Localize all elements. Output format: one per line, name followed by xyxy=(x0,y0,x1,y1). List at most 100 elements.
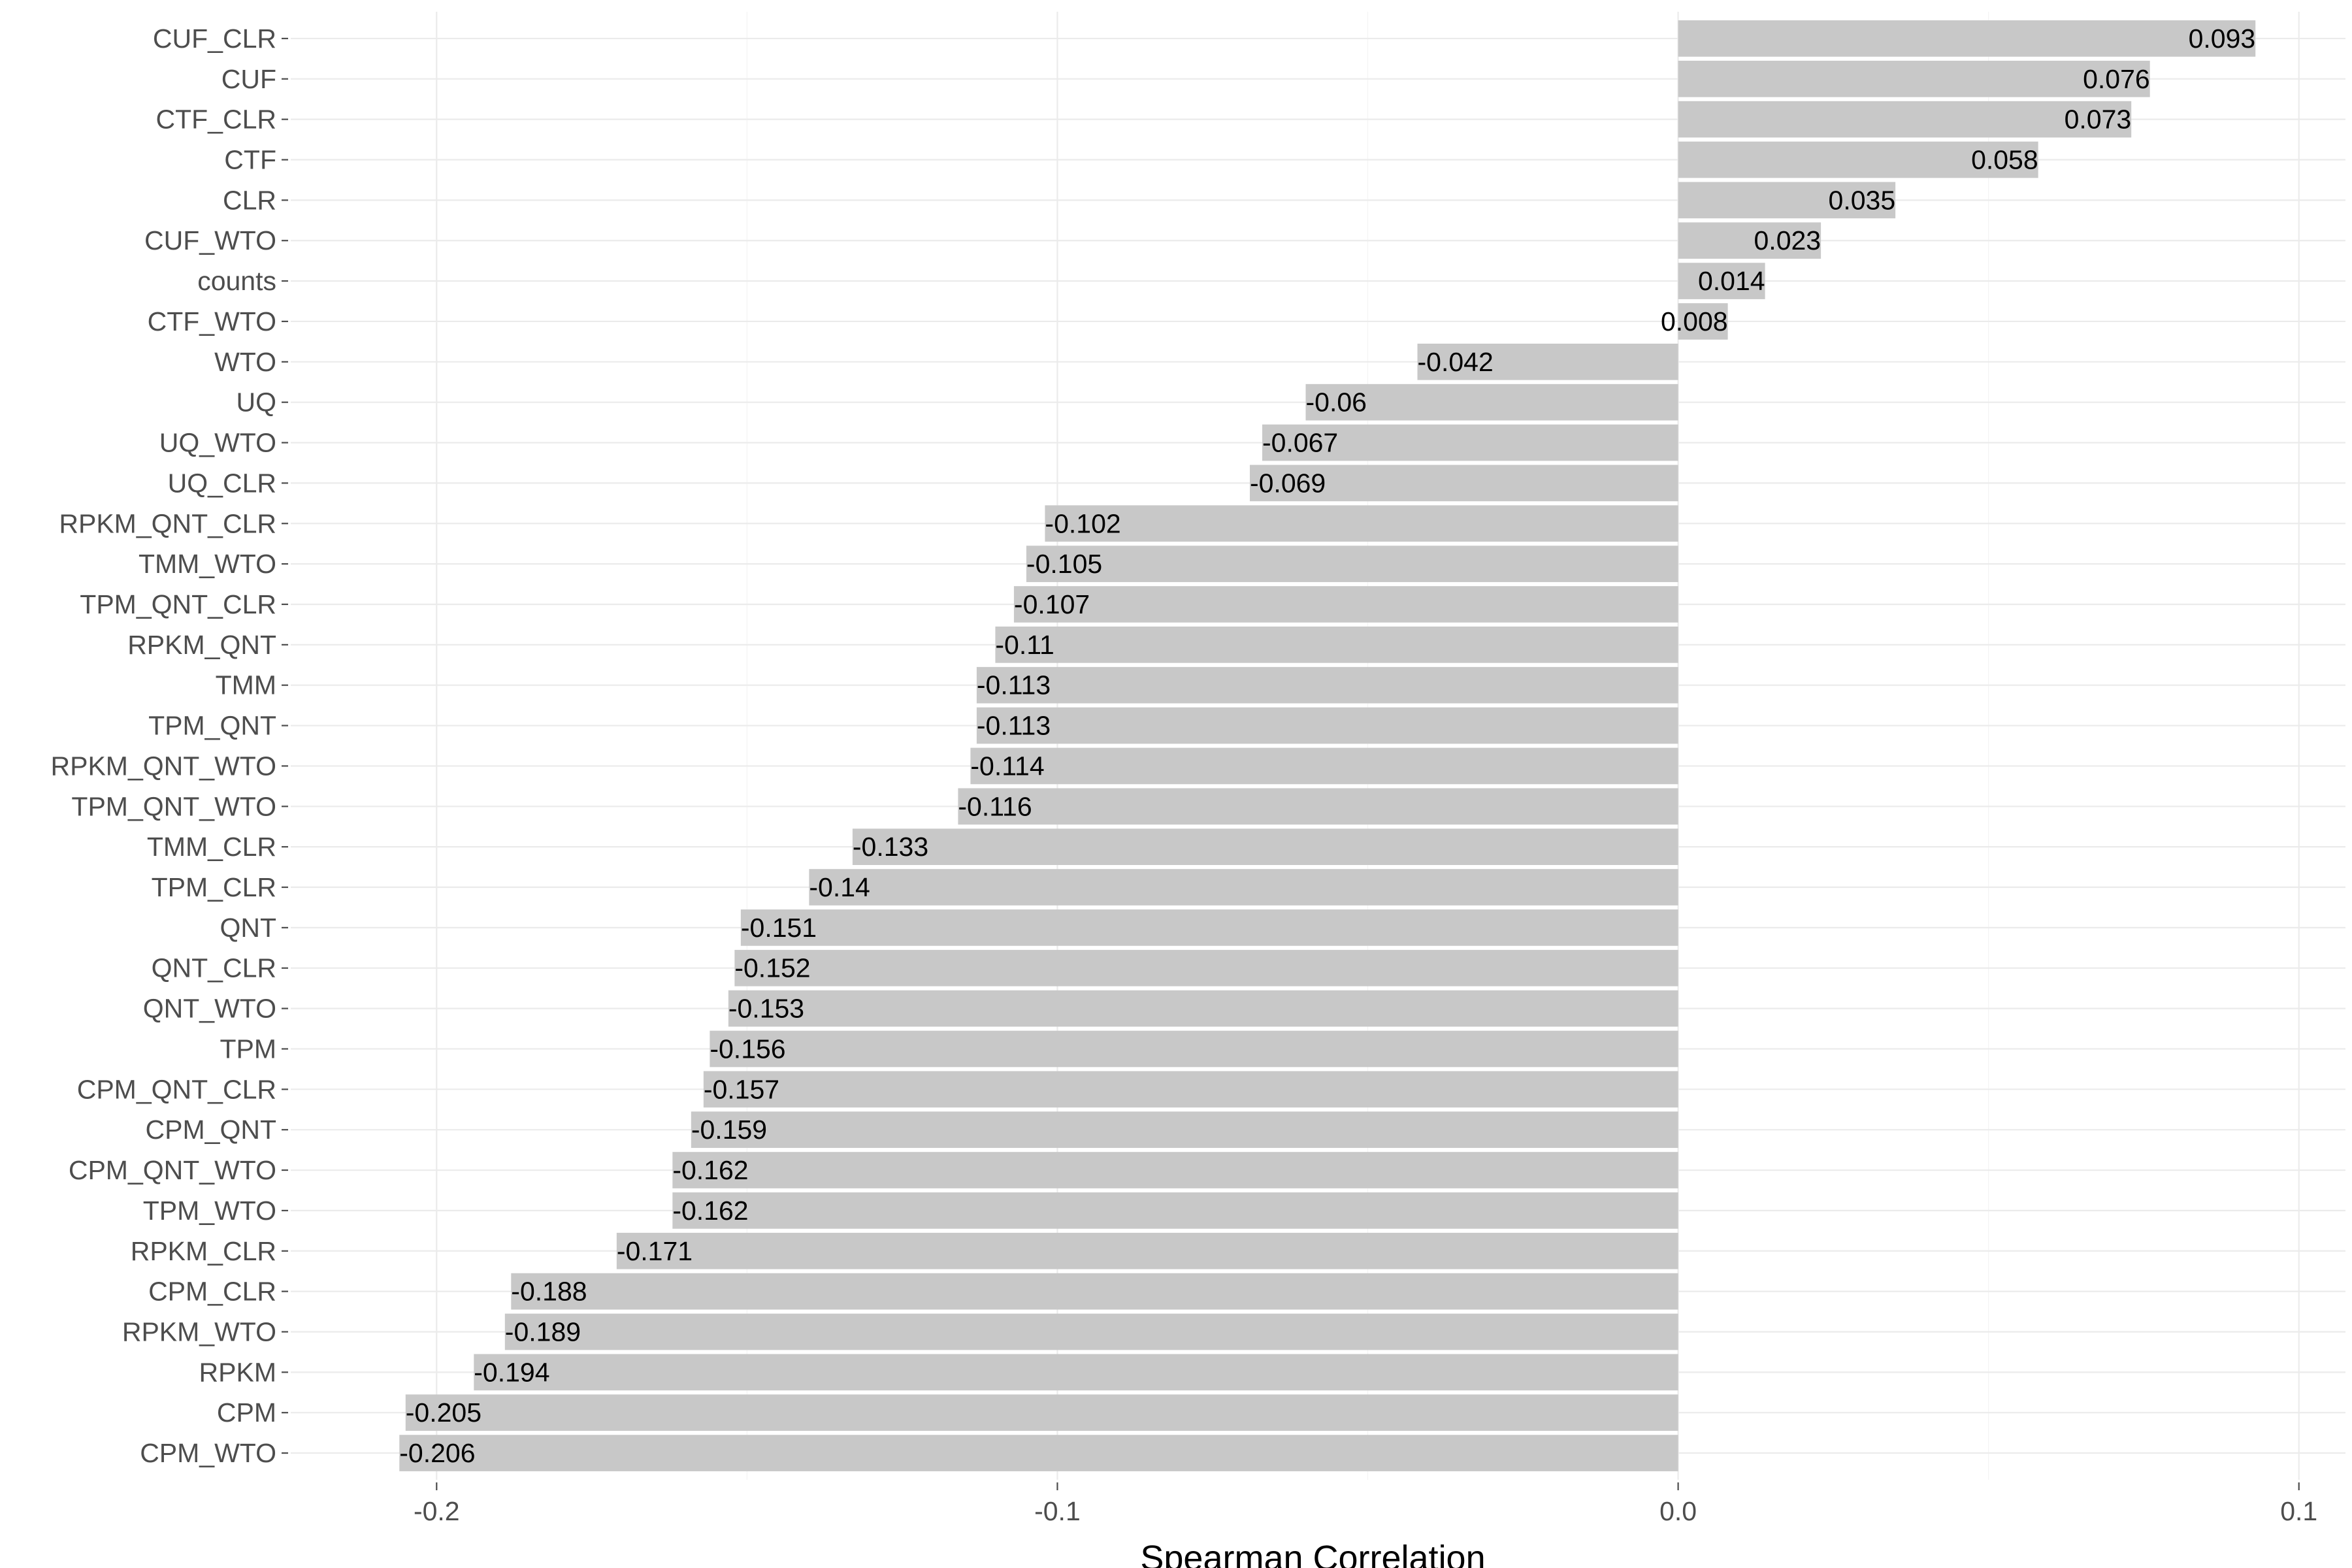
y-tick-label: UQ xyxy=(237,387,277,417)
bar-tpm-qnt-clr xyxy=(1013,586,1678,623)
bar-rpkm xyxy=(474,1354,1678,1391)
bar-value-label: -0.205 xyxy=(406,1397,482,1428)
bar-value-label: -0.042 xyxy=(1418,347,1494,377)
y-tick-label: UQ_CLR xyxy=(168,468,276,498)
bar-rpkm-qnt-wto xyxy=(970,747,1678,785)
y-tick-label: CUF_CLR xyxy=(153,24,276,54)
bar-tmm-wto xyxy=(1026,546,1678,582)
y-tick-label: TMM_WTO xyxy=(139,549,276,579)
bar-value-label: -0.105 xyxy=(1026,549,1102,579)
y-tick-label: CPM_WTO xyxy=(140,1438,276,1468)
y-tick-label: TPM_QNT xyxy=(148,711,276,741)
y-tick-label: QNT xyxy=(220,913,276,943)
y-tick-label: CPM_CLR xyxy=(148,1277,276,1307)
bar-value-label: -0.152 xyxy=(734,953,810,983)
bar-value-label: 0.073 xyxy=(2065,105,2132,135)
bar-ctf xyxy=(1678,141,2038,178)
y-tick-label: CPM_QNT_CLR xyxy=(77,1074,276,1104)
y-tick-label: QNT_CLR xyxy=(152,953,276,983)
x-tick-label: 0.0 xyxy=(1659,1496,1697,1526)
bar-value-label: -0.113 xyxy=(977,711,1051,741)
bar-value-label: -0.067 xyxy=(1262,428,1338,458)
y-tick-label: CPM xyxy=(217,1397,276,1428)
bar-uq xyxy=(1305,384,1678,421)
y-tick-label: TMM_CLR xyxy=(147,832,276,862)
bar-value-label: -0.151 xyxy=(741,913,817,943)
bar-value-label: -0.102 xyxy=(1045,508,1120,538)
bar-cpm-qnt-clr xyxy=(703,1071,1678,1108)
bar-value-label: -0.107 xyxy=(1014,589,1090,619)
bar-value-label: 0.023 xyxy=(1754,225,1821,255)
bar-rpkm-qnt-clr xyxy=(1045,505,1678,542)
x-tick-label: -0.2 xyxy=(414,1496,460,1526)
y-tick-label: RPKM_WTO xyxy=(122,1316,276,1347)
bar-value-label: -0.113 xyxy=(977,670,1051,700)
y-tick-label: TPM_QNT_WTO xyxy=(71,791,276,821)
bar-tpm-clr xyxy=(809,869,1678,906)
y-tick-label: CUF xyxy=(221,64,276,94)
y-tick-label: WTO xyxy=(214,347,276,377)
bar-value-label: -0.116 xyxy=(958,791,1032,821)
bar-value-label: -0.189 xyxy=(505,1316,581,1347)
bar-cuf-wto xyxy=(1678,222,1821,259)
x-axis-title: Spearman Correlation xyxy=(1140,1539,1485,1568)
y-tick-label: RPKM_CLR xyxy=(131,1236,276,1266)
y-tick-label: QNT_WTO xyxy=(143,994,276,1024)
bar-tpm-wto xyxy=(672,1192,1678,1229)
bar-value-label: -0.156 xyxy=(710,1034,785,1064)
bar-tmm-clr xyxy=(852,828,1678,865)
y-tick-label: TPM_QNT_CLR xyxy=(80,589,276,619)
bar-cpm xyxy=(405,1394,1678,1431)
bar-value-label: -0.159 xyxy=(691,1115,767,1145)
bar-tpm-qnt-wto xyxy=(958,788,1678,825)
bar-uq-clr xyxy=(1249,465,1678,502)
bar-value-label: -0.069 xyxy=(1250,468,1326,498)
bar-qnt-wto xyxy=(728,990,1678,1027)
bar-tpm-qnt xyxy=(976,707,1678,744)
y-tick-label: CTF xyxy=(224,145,276,175)
bar-value-label: -0.06 xyxy=(1305,387,1366,417)
y-tick-label: CUF_WTO xyxy=(144,225,276,255)
bar-cuf-clr xyxy=(1678,20,2256,57)
bar-rpkm-clr xyxy=(616,1232,1678,1269)
bar-value-label: 0.058 xyxy=(1971,145,2038,175)
x-tick-label: -0.1 xyxy=(1034,1496,1081,1526)
bar-value-label: -0.11 xyxy=(995,630,1054,660)
bar-value-label: -0.153 xyxy=(728,994,804,1024)
y-tick-label: counts xyxy=(197,266,276,296)
bar-uq-wto xyxy=(1262,424,1678,461)
y-tick-label: UQ_WTO xyxy=(159,428,276,458)
bar-cpm-wto xyxy=(399,1435,1678,1471)
bar-value-label: -0.188 xyxy=(511,1277,587,1307)
bar-ctf-clr xyxy=(1678,101,2132,138)
bar-value-label: -0.157 xyxy=(704,1074,779,1104)
bar-cpm-qnt-wto xyxy=(672,1152,1678,1188)
y-tick-label: RPKM_QNT xyxy=(127,630,276,660)
bar-value-label: -0.133 xyxy=(853,832,928,862)
y-tick-label: TPM xyxy=(220,1034,276,1064)
bar-tmm xyxy=(976,666,1678,704)
bar-value-label: 0.014 xyxy=(1698,266,1765,296)
y-tick-label: RPKM_QNT_WTO xyxy=(51,751,277,781)
bar-value-label: -0.162 xyxy=(672,1155,748,1185)
y-tick-label: TPM_WTO xyxy=(143,1196,276,1226)
bar-rpkm-wto xyxy=(504,1313,1678,1350)
y-tick-label: CPM_QNT_WTO xyxy=(69,1155,276,1185)
bar-value-label: -0.114 xyxy=(970,751,1044,781)
bar-value-label: 0.035 xyxy=(1829,185,1896,215)
bar-counts xyxy=(1678,263,1765,299)
bar-tpm xyxy=(710,1030,1678,1068)
bar-value-label: -0.194 xyxy=(474,1357,549,1387)
bar-value-label: 0.076 xyxy=(2083,64,2150,94)
bar-value-label: 0.008 xyxy=(1661,306,1728,336)
bar-qnt xyxy=(740,909,1678,946)
x-tick-label: 0.1 xyxy=(2280,1496,2317,1526)
x-axis: -0.2 -0.1 0.0 0.1 xyxy=(414,1482,2317,1526)
bar-ctf-wto xyxy=(1678,303,1728,340)
bar-cpm-qnt xyxy=(691,1111,1678,1149)
y-tick-label: TMM xyxy=(216,670,276,700)
bar-clr xyxy=(1678,182,1896,219)
y-tick-label: CTF_WTO xyxy=(148,306,276,336)
